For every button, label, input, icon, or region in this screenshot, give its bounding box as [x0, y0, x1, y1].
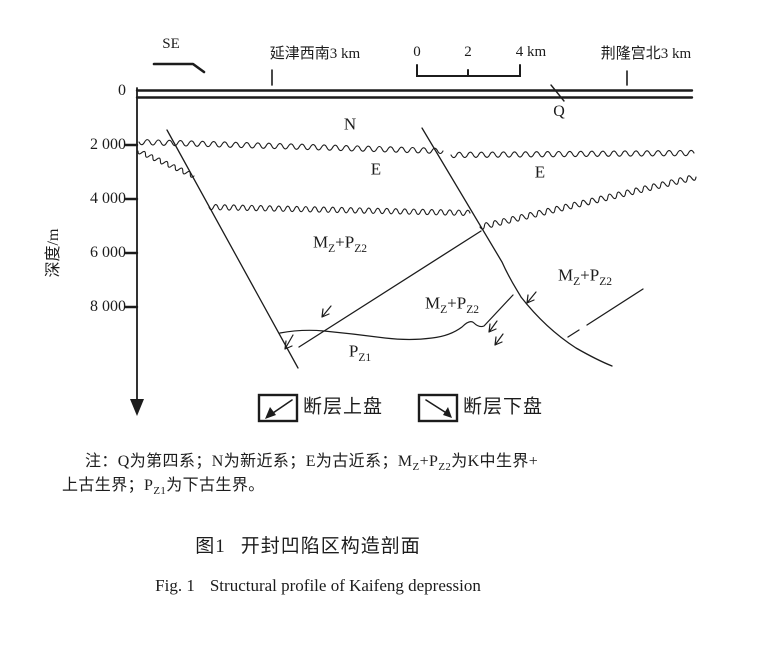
- slip-arrow-icon: [284, 334, 294, 350]
- wave-e-mz-boundary-right: [479, 175, 697, 230]
- stratum-label-e-right: E: [534, 162, 546, 182]
- slip-arrow-icon: [321, 305, 332, 318]
- stratum-label-e-left: E: [370, 159, 382, 179]
- pz-main: +P: [447, 293, 467, 313]
- depth-label-0: 0: [118, 82, 126, 100]
- pz-sub: Z2: [438, 461, 452, 474]
- caption-zh: 图1 开封凹陷区构造剖面: [195, 536, 421, 558]
- slip-arrow-icon: [488, 320, 498, 333]
- legend-box-hanging-wall: [257, 393, 299, 423]
- scale-bar: [416, 64, 521, 77]
- mz-main: M: [312, 232, 329, 252]
- fault-4-inferred-dashed: [567, 288, 644, 338]
- mz-main: M: [557, 265, 574, 285]
- depth-axis-title: 深度/m: [45, 228, 63, 278]
- legend-box-footwall: [417, 393, 459, 423]
- footwall-arrowhead-icon: [443, 407, 452, 418]
- stratum-label-mz-pz2: MZ+PZ2: [424, 293, 480, 317]
- fault-1: [166, 129, 299, 369]
- mz-sub: Z: [412, 461, 420, 474]
- wave-e-mz-boundary-left: [208, 204, 471, 216]
- scale-tick-4km: 4 km: [515, 43, 547, 60]
- surface-double-line: [135, 89, 694, 99]
- depth-axis: [124, 87, 144, 416]
- direction-label: SE: [162, 35, 180, 52]
- legend-label-hanging-wall: 断层上盘: [303, 396, 384, 418]
- stratum-label-n: N: [343, 114, 357, 134]
- slip-arrow-icon: [494, 333, 504, 346]
- mz-main: M: [397, 453, 413, 470]
- depth-label-2000: 2 000: [90, 136, 126, 154]
- slip-arrow-icon: [526, 291, 537, 304]
- stratum-label-mz-pz2: MZ+PZ2: [312, 232, 368, 256]
- caption-zh-number: 图1: [195, 536, 226, 557]
- depth-label-8000: 8 000: [90, 298, 126, 316]
- note-line1-prefix: 注：Q为第四系；N为新近系；E为古近系；: [85, 453, 398, 470]
- pz1-sub: Z1: [153, 485, 167, 498]
- pz-sub: Z2: [354, 242, 368, 256]
- depth-label-6000: 6 000: [90, 244, 126, 262]
- pz1-sub: Z1: [358, 351, 372, 365]
- pz-sub: Z2: [599, 275, 613, 289]
- location-label-left: 延津西南3 km: [269, 45, 361, 62]
- pz-main: +P: [335, 232, 355, 252]
- note-line2-prefix: 上古生界；: [62, 477, 145, 494]
- footwall-icon: [425, 399, 449, 415]
- mz-sub: Z: [440, 303, 448, 317]
- caption-en-number: Fig. 1: [155, 576, 195, 595]
- se-direction-arrow-icon: [152, 62, 206, 74]
- mz-sub: Z: [573, 275, 581, 289]
- mz-main: M: [424, 293, 441, 313]
- stratum-label-mz-pz2: MZ+PZ2: [557, 265, 613, 289]
- location-label-right: 荆隆宫北3 km: [600, 45, 692, 62]
- wave-edge-boundary: [137, 150, 195, 178]
- note-line2-suffix: 为下古生界。: [166, 477, 265, 494]
- note-line1-suffix: 为K中生界+: [451, 453, 539, 470]
- legend-label-footwall: 断层下盘: [463, 396, 544, 418]
- depth-axis-arrowhead-icon: [130, 399, 144, 416]
- pz-main: +P: [580, 265, 600, 285]
- scale-tick-0: 0: [413, 43, 421, 60]
- wave-n-e-boundary-left: [138, 139, 444, 155]
- fault-3: [298, 230, 482, 348]
- mz-sub: Z: [328, 242, 336, 256]
- stratum-label-q: Q: [553, 103, 565, 121]
- legend-symbols: [257, 393, 459, 423]
- pz1-main: P: [348, 341, 359, 361]
- note-line-1: 注：Q为第四系；N为新近系；E为古近系；MZ+PZ2为K中生界+: [85, 453, 539, 474]
- stratigraphic-boundaries: [137, 139, 697, 230]
- note-line-2: 上古生界；PZ1为下古生界。: [62, 477, 265, 498]
- q-leader-line: [550, 84, 565, 102]
- caption-en-title: Structural profile of Kaifeng depression: [209, 576, 481, 595]
- pz-sub: Z2: [466, 303, 480, 317]
- pz-main: +P: [419, 453, 439, 470]
- faults: [166, 127, 644, 369]
- stratum-label-pz1: PZ1: [348, 341, 372, 365]
- scale-tick-2: 2: [464, 43, 472, 60]
- wave-n-e-boundary-right: [450, 149, 695, 159]
- fault-2: [421, 127, 613, 367]
- pz1-top-boundary: [279, 294, 514, 341]
- caption-en: Fig. 1 Structural profile of Kaifeng depr…: [155, 576, 481, 596]
- pz1-main: P: [144, 477, 154, 494]
- hanging-wall-arrowhead-icon: [265, 407, 276, 419]
- caption-zh-title: 开封凹陷区构造剖面: [240, 536, 421, 557]
- depth-label-4000: 4 000: [90, 190, 126, 208]
- fault-slip-arrows: [284, 291, 537, 350]
